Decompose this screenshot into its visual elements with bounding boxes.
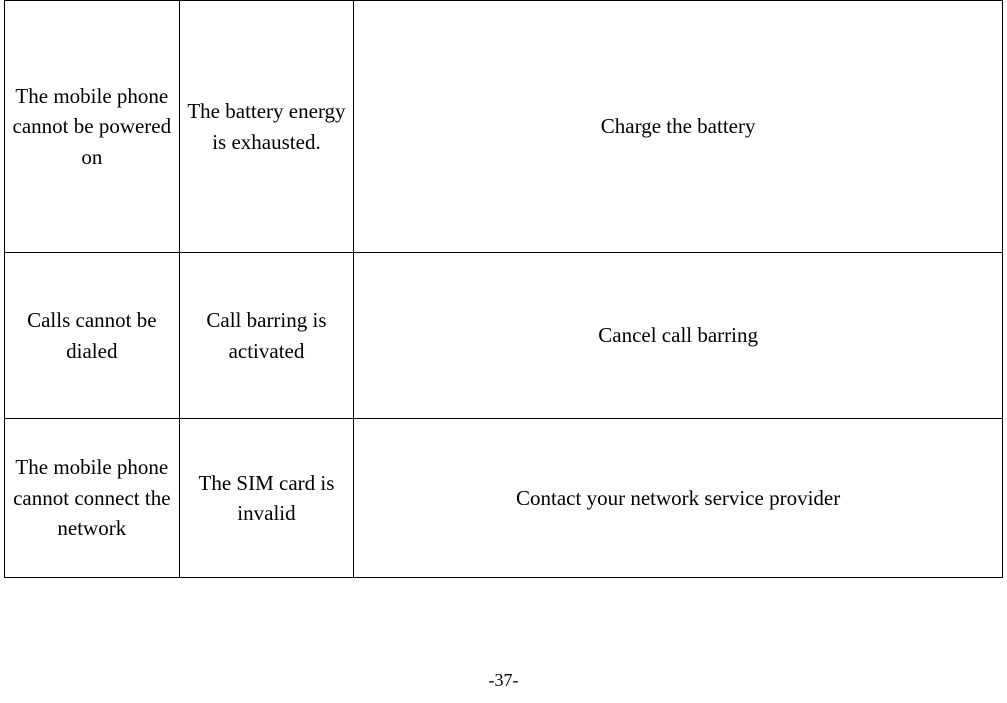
cause-cell: The battery energy is exhausted. xyxy=(179,1,354,253)
troubleshooting-table: The mobile phone cannot be powered on Th… xyxy=(4,0,1003,578)
page-number: -37- xyxy=(0,670,1007,691)
table-row: The mobile phone cannot connect the netw… xyxy=(5,419,1003,578)
solution-cell: Contact your network service provider xyxy=(354,419,1003,578)
table-row: The mobile phone cannot be powered on Th… xyxy=(5,1,1003,253)
troubleshooting-table-container: The mobile phone cannot be powered on Th… xyxy=(0,0,1007,578)
cause-cell: The SIM card is invalid xyxy=(179,419,354,578)
problem-cell: Calls cannot be dialed xyxy=(5,253,180,419)
table-row: Calls cannot be dialed Call barring is a… xyxy=(5,253,1003,419)
solution-cell: Charge the battery xyxy=(354,1,1003,253)
problem-cell: The mobile phone cannot be powered on xyxy=(5,1,180,253)
solution-cell: Cancel call barring xyxy=(354,253,1003,419)
problem-cell: The mobile phone cannot connect the netw… xyxy=(5,419,180,578)
cause-cell: Call barring is activated xyxy=(179,253,354,419)
